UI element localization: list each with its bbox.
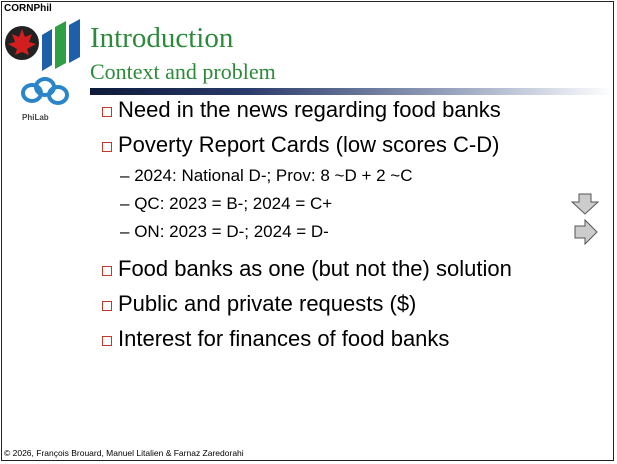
logos bbox=[5, 19, 80, 105]
arrows bbox=[571, 193, 600, 246]
bullet: Food banks as one (but not the) solution bbox=[102, 256, 512, 281]
sub-bullet: QC: 2023 = B-; 2024 = C+ bbox=[120, 194, 332, 214]
brand: CORNPhil bbox=[4, 3, 52, 14]
bullet: Poverty Report Cards (low scores C-D) bbox=[101, 132, 500, 157]
footer: © 2026, François Brouard, Manuel Litalie… bbox=[4, 448, 244, 458]
sub-bullet: ON: 2023 = D-; 2024 = D- bbox=[120, 222, 329, 242]
bullet: Need in the news regarding food banks bbox=[102, 97, 501, 122]
bullet: Interest for finances of food banks bbox=[101, 326, 450, 351]
title-bar bbox=[90, 88, 612, 95]
bullet: Public and private requests ($) bbox=[101, 291, 417, 316]
title: Introduction bbox=[90, 22, 234, 54]
subtitle: Context and problem bbox=[90, 59, 276, 84]
lab-name: PhiLab bbox=[22, 113, 49, 122]
sub-bullet: 2024: National D-; Prov: 8 ~D + 2 ~C bbox=[120, 166, 412, 186]
